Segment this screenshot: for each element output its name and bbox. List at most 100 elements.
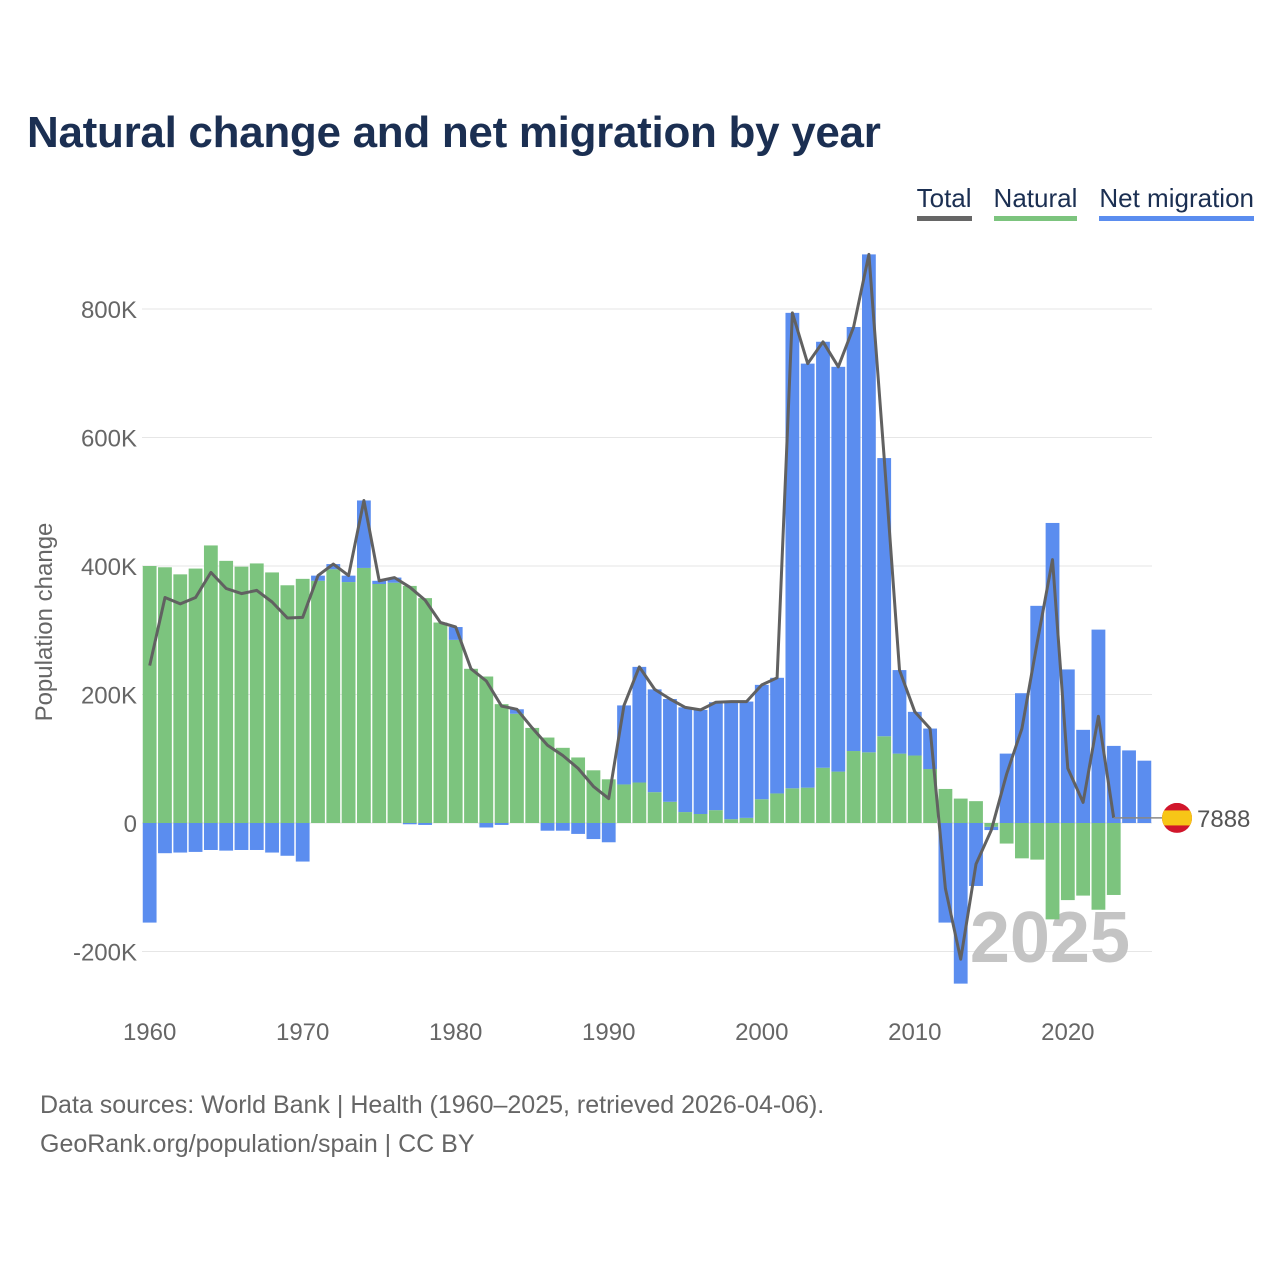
natural-bar: [173, 574, 188, 823]
natural-bar: [311, 580, 325, 823]
net-migration-bar: [586, 823, 601, 840]
net-migration-bar: [203, 823, 218, 850]
natural-bar: [356, 567, 371, 823]
net-migration-bar: [188, 823, 203, 852]
natural-bar: [1045, 823, 1060, 920]
natural-bar: [907, 755, 922, 823]
net-migration-bar: [800, 363, 815, 788]
net-migration-bar: [540, 823, 555, 831]
net-migration-bar: [571, 823, 586, 834]
natural-bar: [724, 819, 739, 823]
natural-bar: [402, 585, 417, 823]
natural-bar: [448, 639, 463, 823]
credit-link[interactable]: GeoRank.org/population/spain | CC BY: [40, 1130, 475, 1158]
natural-bar: [617, 784, 631, 823]
natural-bar: [249, 563, 264, 823]
legend-item-natural[interactable]: Natural: [993, 183, 1078, 221]
y-axis-label: Population change: [31, 523, 58, 722]
natural-bar: [892, 753, 907, 823]
natural-bar: [846, 751, 861, 823]
spain-flag-icon: [1162, 802, 1192, 833]
natural-bar: [1060, 823, 1075, 901]
natural-bar: [1106, 823, 1121, 895]
net-migration-bar: [418, 823, 433, 825]
natural-bar: [647, 792, 662, 823]
natural-bar: [158, 567, 172, 823]
natural-bar: [739, 817, 754, 823]
end-value-label: 7888: [1197, 806, 1250, 833]
natural-bar: [280, 585, 295, 823]
net-migration-bar: [739, 701, 754, 818]
net-migration-bar: [356, 500, 371, 568]
net-migration-bar: [494, 823, 509, 825]
natural-bar: [678, 812, 693, 823]
natural-bar: [265, 572, 279, 823]
x-tick-label: 2000: [735, 1019, 788, 1046]
net-migration-bar: [479, 823, 494, 828]
net-migration-bar: [1015, 693, 1029, 823]
y-tick-label: 200K: [81, 683, 137, 710]
y-tick-label: -200K: [73, 940, 137, 967]
net-migration-bar: [341, 575, 356, 583]
net-migration-bar: [387, 577, 402, 583]
net-migration-bar: [601, 823, 616, 843]
natural-bar: [341, 582, 356, 823]
net-migration-bar: [249, 823, 264, 850]
x-tick-label: 1990: [582, 1019, 635, 1046]
x-tick-label: 2020: [1041, 1019, 1094, 1046]
net-migration-bar: [1122, 750, 1136, 823]
x-tick-label: 1980: [429, 1019, 482, 1046]
natural-bar: [800, 787, 815, 823]
natural-bar: [387, 582, 402, 823]
net-migration-bar: [999, 753, 1014, 823]
natural-bar: [203, 545, 218, 823]
natural-bar: [326, 569, 341, 823]
net-migration-bar: [907, 711, 922, 756]
natural-bar: [494, 704, 509, 823]
natural-bar: [938, 788, 953, 823]
natural-bar: [601, 779, 616, 823]
legend: Total Natural Net migration: [916, 183, 1254, 221]
net-migration-bar: [877, 458, 892, 737]
natural-bar: [831, 771, 846, 823]
net-migration-bar: [372, 580, 387, 584]
natural-bar: [999, 823, 1014, 844]
natural-bar: [188, 568, 203, 823]
net-migration-bar: [724, 701, 739, 820]
natural-bar: [663, 801, 677, 823]
net-migration-bar: [831, 366, 846, 772]
natural-bar: [525, 727, 540, 823]
net-migration-bar: [816, 341, 830, 768]
net-migration-bar: [173, 823, 188, 853]
natural-bar: [555, 747, 570, 823]
natural-bar: [586, 770, 601, 823]
net-migration-bar: [708, 702, 723, 811]
natural-bar: [540, 737, 555, 823]
legend-item-net-migration[interactable]: Net migration: [1099, 183, 1254, 221]
net-migration-bar: [663, 698, 677, 802]
net-migration-bar: [1076, 729, 1091, 823]
net-migration-bar: [770, 677, 784, 794]
y-tick-label: 400K: [81, 554, 137, 581]
net-migration-bar: [234, 823, 249, 850]
x-tick-label: 1970: [276, 1019, 329, 1046]
y-tick-label: 800K: [81, 297, 137, 324]
net-migration-bar: [785, 312, 800, 789]
natural-bar: [693, 814, 708, 823]
data-sources: Data sources: World Bank | Health (1960–…: [40, 1091, 825, 1119]
net-migration-bar: [861, 254, 876, 753]
net-migration-bar: [219, 823, 234, 851]
legend-item-total[interactable]: Total: [916, 183, 972, 221]
natural-bar: [510, 713, 524, 823]
natural-bar: [816, 767, 830, 823]
natural-bar: [479, 676, 494, 823]
net-migration-bar: [295, 823, 310, 862]
net-migration-bar: [402, 823, 417, 825]
natural-bar: [234, 566, 249, 823]
x-tick-label: 2010: [888, 1019, 941, 1046]
natural-bar: [433, 622, 448, 823]
natural-bar: [1015, 823, 1029, 859]
net-migration-bar: [326, 564, 341, 570]
end-marker-group: 7888: [1113, 802, 1250, 833]
net-migration-bar: [265, 823, 279, 853]
